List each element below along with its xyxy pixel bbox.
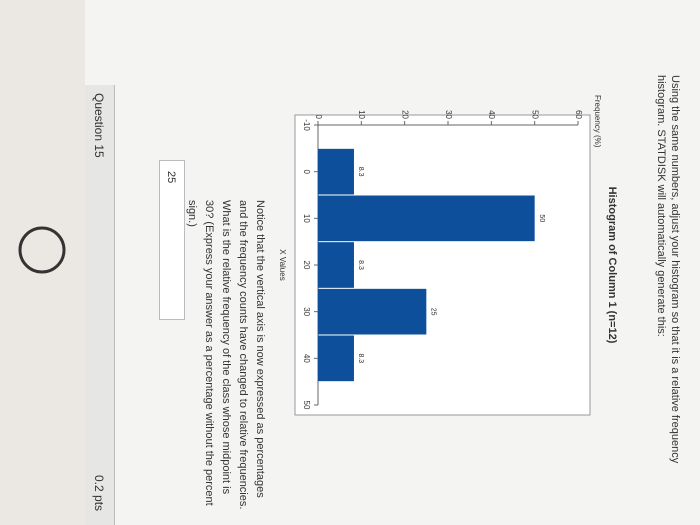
x-tick-label: 20 <box>302 261 311 270</box>
x-tick-label: 40 <box>302 354 311 363</box>
y-tick-label: 10 <box>357 110 366 119</box>
screen: Using the same numbers, adjust your hist… <box>85 0 700 525</box>
bezel-side <box>0 0 90 525</box>
bar <box>318 335 354 382</box>
x-tick-label: 30 <box>302 307 311 316</box>
question-header: Question 15 0.2 pts <box>85 85 115 525</box>
y-tick-label: 60 <box>574 110 583 119</box>
y-tick-label: 30 <box>444 110 453 119</box>
bar-value-label: 8.3 <box>357 260 364 270</box>
answer-input[interactable]: 25 <box>159 160 185 320</box>
bar <box>318 242 354 288</box>
chart-title: Histogram of Column 1 (n=12) <box>606 187 618 344</box>
x-tick-label: 50 <box>302 401 311 410</box>
y-tick-label: 40 <box>487 110 496 119</box>
bar-value-label: 25 <box>429 308 436 316</box>
chart-frame <box>294 114 591 416</box>
bar-value-label: 50 <box>538 214 545 222</box>
bar <box>318 288 427 335</box>
bar <box>318 195 535 242</box>
y-axis-label: Frequency (%) <box>593 95 602 148</box>
chart: Histogram of Column 1 (n=12) Frequency (… <box>278 95 618 416</box>
y-tick-label: 0 <box>314 115 323 120</box>
y-tick-label: 20 <box>401 110 410 119</box>
bar-value-label: 8.3 <box>357 167 364 177</box>
x-tick-label: -10 <box>302 119 311 131</box>
x-tick-label: 0 <box>302 169 311 174</box>
x-tick-label: 10 <box>302 214 311 223</box>
x-axis-label: X Values <box>278 249 287 280</box>
notice-text: Notice that the vertical axis is now exp… <box>186 200 266 510</box>
question-title: Question 15 <box>92 93 106 158</box>
y-tick-label: 50 <box>531 110 540 119</box>
bar <box>318 148 354 195</box>
home-button[interactable] <box>18 226 66 274</box>
bar-value-label: 8.3 <box>357 353 364 363</box>
question-points: 0.2 pts <box>92 475 106 512</box>
